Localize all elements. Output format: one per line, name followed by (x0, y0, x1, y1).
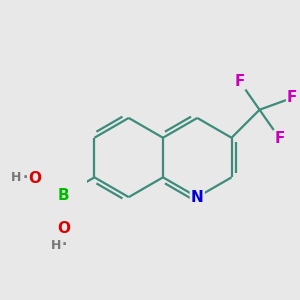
Text: O: O (28, 171, 41, 186)
Text: F: F (274, 131, 285, 146)
Text: ·: · (22, 171, 28, 185)
Text: F: F (287, 90, 298, 105)
Text: O: O (57, 221, 70, 236)
Text: H: H (11, 171, 22, 184)
Text: ·: · (62, 238, 67, 252)
Text: N: N (191, 190, 204, 205)
Text: B: B (58, 188, 69, 203)
Text: H: H (51, 239, 61, 252)
Text: F: F (234, 74, 245, 89)
